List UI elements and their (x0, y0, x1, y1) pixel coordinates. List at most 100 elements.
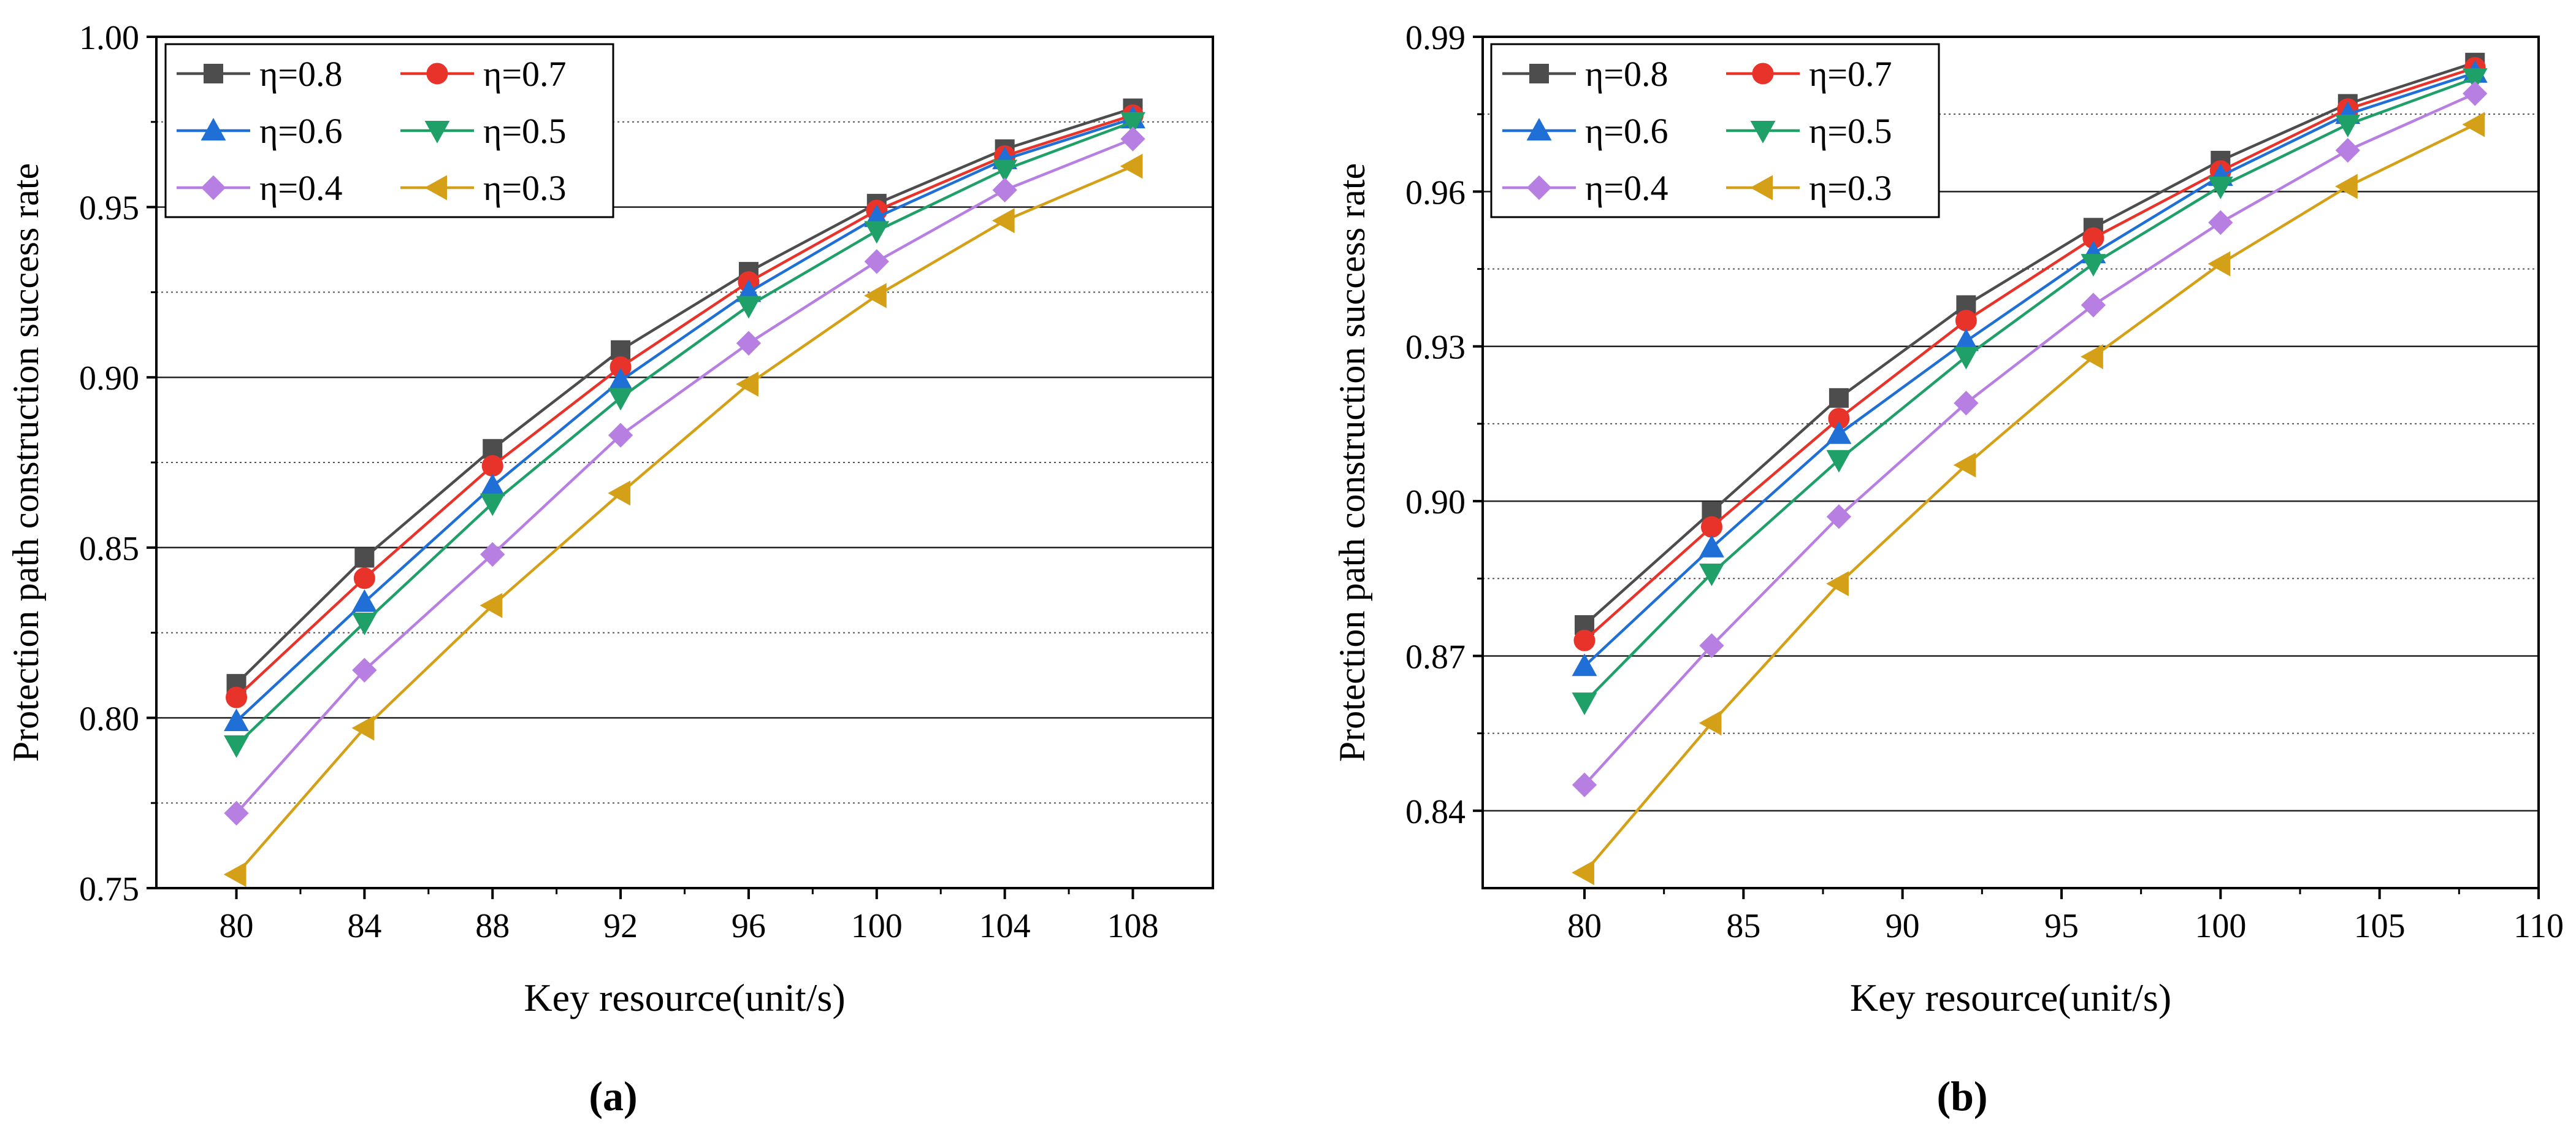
x-tick-label: 96 (732, 907, 766, 945)
x-tick-label: 88 (475, 907, 510, 945)
chart-b: 0.84 0.87 0.90 0.93 0.96 0.99 80 85 90 95 100 105 11… (1332, 19, 2564, 1119)
data-point (2081, 293, 2106, 318)
data-point (351, 715, 375, 741)
legend-marker (201, 118, 226, 140)
y-tick-label: 0.99 (1405, 19, 1466, 57)
data-point (1826, 504, 1852, 529)
data-point (480, 493, 505, 516)
legend-label: η=0.8 (259, 54, 343, 94)
series-η=0.5 (1572, 68, 2488, 715)
legend-label: η=0.7 (483, 54, 567, 94)
x-tick-label: 104 (979, 907, 1031, 945)
y-tick-label: 0.90 (79, 359, 139, 397)
data-point (1826, 450, 1852, 473)
x-tick-label: 80 (220, 907, 254, 945)
data-point (352, 658, 377, 683)
data-point (608, 423, 633, 448)
series-line (1583, 61, 2475, 626)
x-tick-label: 100 (851, 907, 903, 945)
legend-label: η=0.5 (1809, 111, 1892, 151)
legend-label: η=0.3 (483, 168, 567, 208)
data-point (2463, 81, 2488, 106)
legend-label: η=0.6 (1585, 111, 1668, 151)
data-point (992, 177, 1017, 203)
data-point (224, 800, 249, 826)
x-tick-label: 95 (2044, 907, 2079, 945)
y-tick-label: 0.80 (79, 700, 139, 738)
data-point (2462, 112, 2485, 137)
data-point (1953, 452, 1976, 478)
series-η=0.6 (224, 105, 1145, 731)
legend-marker (201, 175, 226, 201)
x-tick-label: 90 (1886, 907, 1920, 945)
y-tick-label: 0.85 (79, 530, 139, 568)
x-tick-label: 108 (1107, 907, 1158, 945)
x-tick-label: 110 (2513, 907, 2564, 945)
data-point (1699, 710, 1722, 736)
x-axis-label: Key resource(unit/s) (524, 976, 845, 1019)
data-point (1699, 563, 1724, 586)
data-point (2334, 174, 2358, 199)
y-axis-label: Protection path construction success rat… (6, 163, 46, 762)
legend: η=0.8 η=0.7 η=0.6 η=0.5 η=0.4 η=0.3 (1490, 43, 1940, 218)
series-line (1583, 123, 2476, 874)
data-point (2335, 115, 2361, 137)
data-point (1120, 112, 1145, 135)
data-point (2081, 254, 2106, 277)
legend-label: η=0.7 (1809, 54, 1892, 94)
data-point (736, 296, 762, 319)
data-point (1120, 126, 1145, 151)
legend-label: η=0.8 (1585, 54, 1668, 94)
legend-marker (426, 63, 448, 85)
series-line (1583, 66, 2475, 642)
legend-label: η=0.4 (259, 168, 343, 208)
data-point (224, 735, 249, 758)
legend-marker (1526, 175, 1552, 201)
y-axis-label: Protection path construction success rat… (1332, 163, 1372, 762)
data-point (1574, 615, 1594, 635)
data-point (1573, 629, 1596, 651)
data-point (608, 480, 631, 506)
data-point (2081, 344, 2103, 370)
y-tick-label: 0.84 (1405, 793, 1466, 831)
data-point (1699, 534, 1724, 558)
x-tick-label: 100 (2195, 907, 2246, 945)
legend-label: η=0.6 (259, 111, 343, 151)
data-point (992, 208, 1015, 234)
series-η=0.5 (224, 112, 1145, 758)
data-point (1700, 516, 1722, 538)
data-point (1953, 347, 1979, 370)
data-point (1826, 571, 1849, 597)
data-point (2208, 210, 2233, 236)
data-point (226, 686, 248, 708)
legend: η=0.8 η=0.7 η=0.6 η=0.5 η=0.4 η=0.3 (164, 43, 614, 218)
y-tick-label: 0.95 (79, 190, 139, 228)
data-point (1572, 860, 1594, 886)
data-point (2335, 137, 2360, 163)
data-point (1572, 653, 1597, 677)
series-line (1583, 92, 2476, 786)
legend-marker (424, 175, 447, 201)
series-line (1583, 77, 2476, 704)
data-point (480, 542, 505, 567)
series-line (235, 113, 1134, 699)
legend-marker (1529, 64, 1549, 83)
data-point (1829, 388, 1849, 408)
y-tick-label: 0.90 (1405, 483, 1466, 521)
x-tick-label: 80 (1567, 907, 1602, 945)
x-tick-label: 92 (603, 907, 638, 945)
data-point (1955, 310, 1977, 332)
legend-marker (204, 64, 223, 83)
y-tick-label: 0.87 (1405, 638, 1466, 676)
legend-marker (1752, 63, 1774, 85)
series-η=0.4 (224, 126, 1145, 826)
data-point (1572, 692, 1597, 715)
legend-marker (424, 121, 450, 144)
data-point (864, 249, 889, 274)
data-point (864, 221, 890, 244)
data-point (736, 331, 762, 356)
data-point (992, 159, 1018, 183)
data-point (1954, 391, 1979, 416)
data-point (354, 548, 375, 568)
